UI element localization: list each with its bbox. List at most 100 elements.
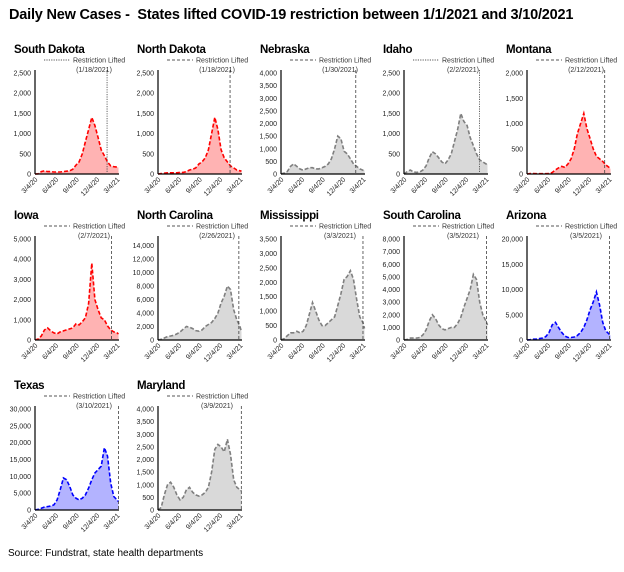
x-tick-label: 12/4/20 [203, 512, 225, 534]
y-tick-label: 1,000 [259, 309, 277, 316]
y-tick-label: 0 [150, 508, 154, 515]
x-tick-label: 12/4/20 [80, 176, 102, 198]
y-tick-label: 1,500 [382, 111, 400, 118]
y-tick-label: 20,000 [502, 237, 524, 244]
y-tick-label: 2,500 [382, 71, 400, 78]
y-tick-label: 500 [142, 495, 154, 502]
y-tick-label: 0 [27, 338, 31, 345]
y-tick-label: 1,500 [13, 111, 31, 118]
x-tick-label: 3/4/20 [144, 512, 163, 531]
y-tick-label: 2,000 [259, 280, 277, 287]
y-tick-label: 1,000 [13, 131, 31, 138]
y-tick-label: 3,500 [136, 419, 154, 426]
restriction-date-label: (2/7/2021) [78, 233, 110, 240]
y-tick-label: 15,000 [10, 457, 32, 464]
moving-average-line [526, 289, 612, 341]
x-tick-label: 3/4/20 [144, 176, 163, 195]
y-tick-label: 14,000 [133, 243, 155, 250]
x-tick-label: 3/4/20 [267, 176, 286, 195]
y-tick-label: 0 [396, 172, 400, 179]
x-tick-label: 3/4/20 [267, 342, 286, 361]
y-tick-label: 500 [265, 323, 277, 330]
x-tick-label: 6/4/20 [41, 176, 60, 195]
y-tick-label: 1,000 [136, 482, 154, 489]
panel-idaho: Idaho Restriction Lifted (2/2/2021) 0 500 1,0… [382, 44, 494, 198]
x-tick-label: 9/4/20 [62, 512, 81, 531]
x-tick-label: 12/4/20 [572, 342, 594, 364]
panel-title: South Carolina [383, 210, 461, 222]
x-tick-label: 3/4/21 [472, 342, 491, 361]
panel-title: Mississippi [260, 210, 319, 222]
x-tick-label: 12/4/20 [80, 512, 102, 534]
x-tick-label: 9/4/20 [554, 342, 573, 361]
x-tick-label: 6/4/20 [533, 342, 552, 361]
x-tick-label: 3/4/21 [226, 176, 245, 195]
y-tick-label: 0 [519, 338, 523, 345]
x-tick-label: 12/4/20 [326, 176, 348, 198]
x-tick-label: 9/4/20 [431, 176, 450, 195]
x-tick-label: 6/4/20 [164, 512, 183, 531]
restriction-date-label: (1/30/2021) [322, 67, 358, 74]
y-tick-label: 1,500 [505, 96, 523, 103]
panel-north-dakota: North Dakota Restriction Lifted (1/18/2021… [136, 44, 248, 198]
legend-label: Restriction Lifted [319, 58, 371, 65]
y-tick-label: 10,000 [10, 474, 32, 481]
daily-cases-area [35, 263, 119, 340]
y-tick-label: 0 [27, 172, 31, 179]
legend-label: Restriction Lifted [196, 58, 248, 65]
y-tick-label: 2,000 [136, 457, 154, 464]
restriction-date-label: (1/18/2021) [76, 67, 112, 74]
y-tick-label: 15,000 [502, 262, 524, 269]
y-tick-label: 2,500 [136, 71, 154, 78]
y-tick-label: 0 [150, 172, 154, 179]
legend-label: Restriction Lifted [442, 224, 494, 231]
panel-nebraska: Nebraska Restriction Lifted (1/30/2021) 0 50… [259, 44, 371, 198]
x-tick-label: 3/4/21 [472, 176, 491, 195]
restriction-date-label: (2/2/2021) [447, 67, 479, 74]
moving-average-line [34, 444, 120, 511]
x-tick-label: 3/4/21 [595, 342, 614, 361]
x-tick-label: 3/4/20 [21, 176, 40, 195]
y-tick-label: 1,500 [259, 294, 277, 301]
daily-cases-area [158, 439, 242, 510]
y-tick-label: 4,000 [136, 407, 154, 414]
x-tick-label: 3/4/20 [513, 176, 532, 195]
legend-label: Restriction Lifted [196, 394, 248, 401]
y-tick-label: 500 [265, 159, 277, 166]
legend-label: Restriction Lifted [73, 224, 125, 231]
x-tick-label: 12/4/20 [572, 176, 594, 198]
panel-title: North Dakota [137, 44, 207, 56]
restriction-date-label: (3/3/2021) [324, 233, 356, 240]
panel-title: Maryland [137, 380, 185, 392]
legend-label: Restriction Lifted [73, 394, 125, 401]
x-tick-label: 9/4/20 [62, 176, 81, 195]
daily-cases-area [158, 117, 242, 174]
y-tick-label: 500 [142, 151, 154, 158]
y-tick-label: 3,000 [259, 96, 277, 103]
panel-title: North Carolina [137, 210, 214, 222]
y-tick-label: 1,000 [505, 121, 523, 128]
x-tick-label: 6/4/20 [410, 342, 429, 361]
daily-cases-area [281, 136, 365, 174]
restriction-date-label: (1/18/2021) [199, 67, 235, 74]
panel-iowa: Iowa Restriction Lifted (2/7/2021) 0 1,000 2,… [13, 210, 125, 364]
panel-title: Arizona [506, 210, 547, 222]
y-tick-label: 0 [519, 172, 523, 179]
panel-title: Idaho [383, 44, 412, 56]
y-tick-label: 10,000 [133, 270, 155, 277]
moving-average-line [403, 272, 489, 341]
panel-north-carolina: North Carolina Restriction Lifted (2/26/20… [133, 210, 249, 364]
y-tick-label: 2,500 [259, 108, 277, 115]
panel-title: Iowa [14, 210, 39, 222]
y-tick-label: 1,000 [259, 146, 277, 153]
y-tick-label: 3,000 [259, 251, 277, 258]
daily-cases-area [404, 274, 488, 340]
y-tick-label: 2,000 [136, 91, 154, 98]
y-tick-label: 3,000 [136, 432, 154, 439]
y-tick-label: 2,000 [259, 121, 277, 128]
y-tick-label: 500 [511, 146, 523, 153]
x-tick-label: 6/4/20 [410, 176, 429, 195]
y-tick-label: 0 [150, 338, 154, 345]
legend-label: Restriction Lifted [196, 224, 248, 231]
